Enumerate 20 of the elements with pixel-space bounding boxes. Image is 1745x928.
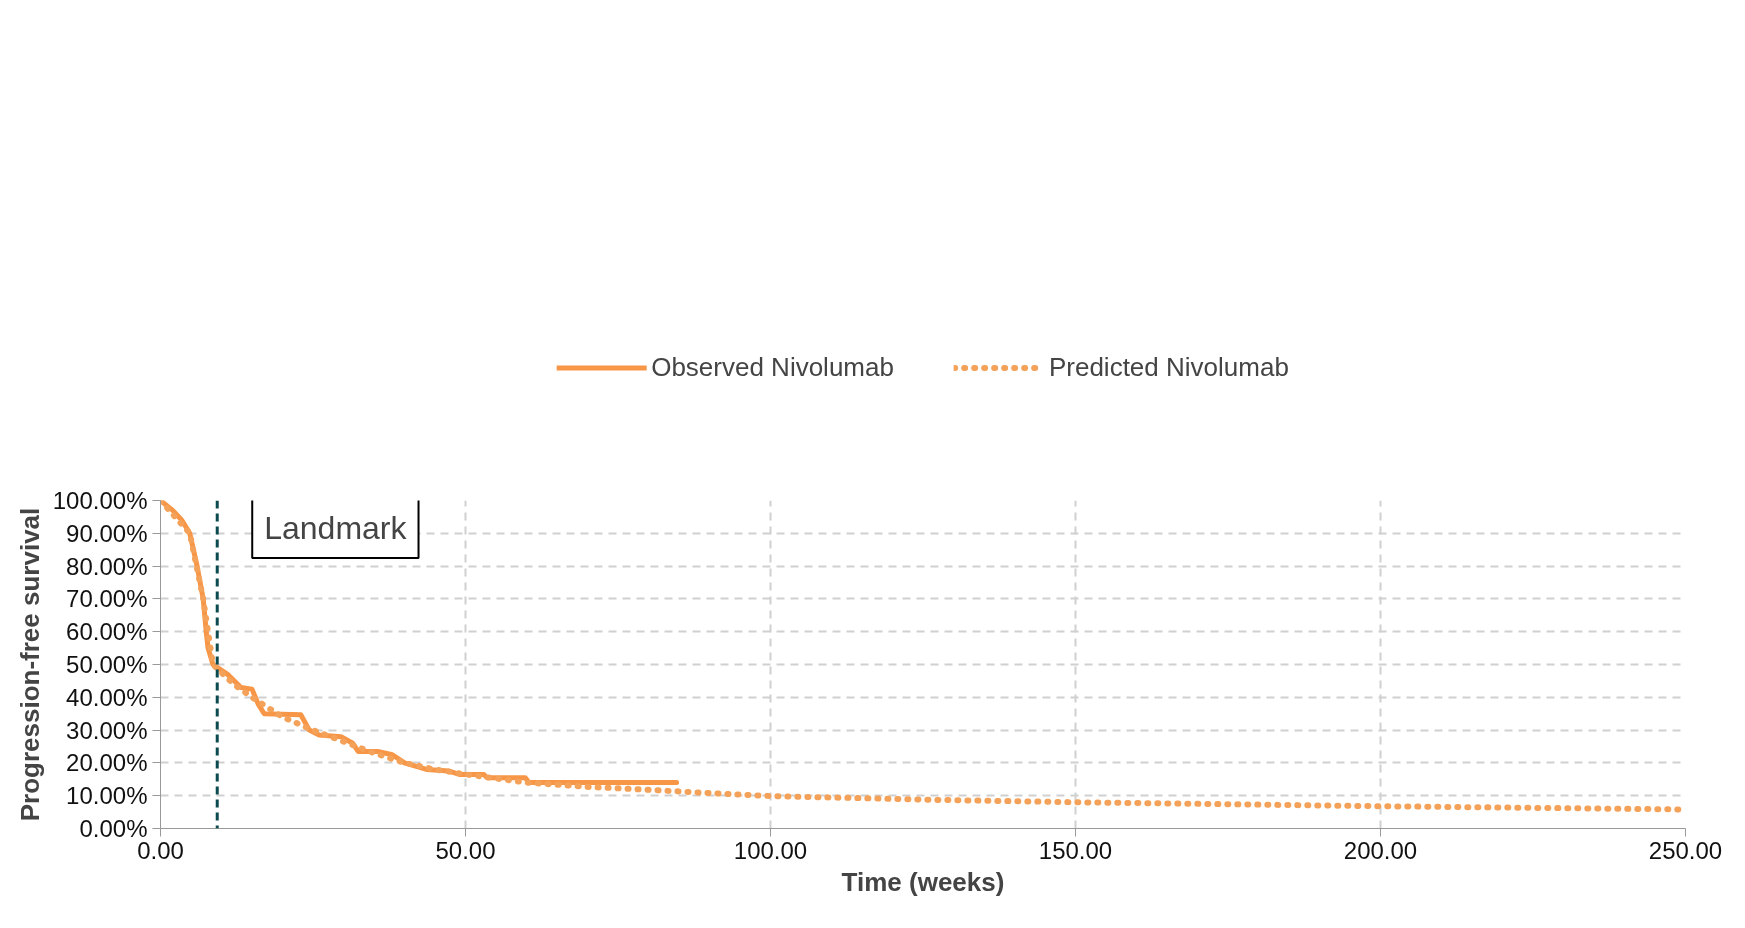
y-tick-label: 70.00% — [66, 585, 148, 613]
y-tick-label: 80.00% — [66, 552, 148, 580]
legend-label: Observed Nivolumab — [651, 351, 894, 383]
y-tick-label: 30.00% — [66, 716, 148, 744]
y-tick-label: 10.00% — [66, 782, 148, 810]
y-tick-label: 90.00% — [66, 519, 148, 547]
x-tick-label: 150.00 — [1038, 836, 1113, 864]
x-axis-title: Time (weeks) — [841, 866, 1005, 897]
y-tick-label: 100.00% — [52, 487, 148, 514]
y-tick-label: 40.00% — [66, 683, 148, 711]
x-tick-label: 50.00 — [435, 836, 496, 864]
y-tick-label: 20.00% — [66, 749, 148, 777]
x-tick-label: 100.00 — [733, 836, 808, 864]
x-tick-label: 200.00 — [1343, 836, 1418, 864]
y-axis-title: Progression-free survival — [14, 507, 45, 822]
ref-line-label: Landmark — [264, 509, 408, 546]
y-tick-label: 60.00% — [66, 618, 148, 646]
legend-label: Predicted Nivolumab — [1048, 351, 1289, 383]
y-tick-label: 50.00% — [66, 651, 148, 678]
x-tick-label: 250.00 — [1648, 836, 1723, 864]
